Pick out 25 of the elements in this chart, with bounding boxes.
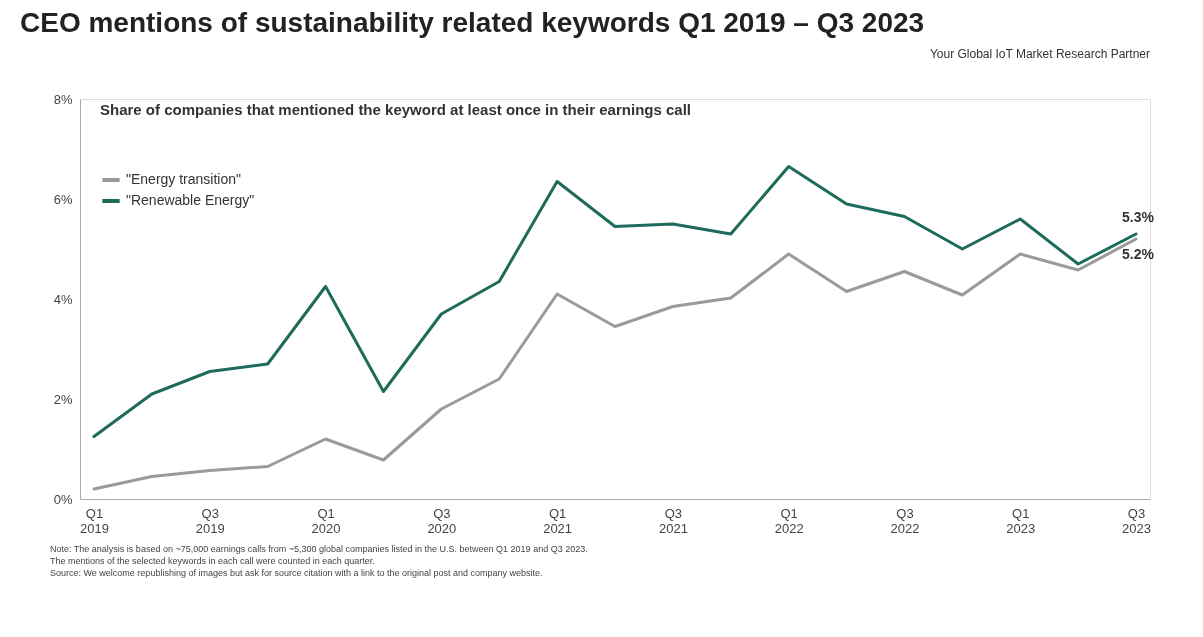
legend-label: "Energy transition" [126, 171, 242, 187]
data-label: 5.3% [1122, 209, 1155, 225]
x-tick-label: Q3 2022 [890, 505, 920, 536]
x-tick-label: Q3 2019 [195, 505, 225, 536]
legend-label: "Renewable Energy" [126, 192, 255, 208]
x-tick-label: Q1 2021 [543, 505, 573, 536]
x-tick-label: Q1 2023 [1006, 505, 1036, 536]
y-tick-label: 2% [53, 391, 73, 407]
y-tick-label: 0% [53, 491, 73, 507]
y-tick-label: 6% [53, 191, 73, 207]
x-tick-label: Q1 2022 [774, 505, 804, 536]
text: Your Global IoT Market Research Partner [929, 47, 1150, 61]
y-tick-label: 4% [53, 291, 73, 307]
chart-subtitle: Share of companies that mentioned the keyword at least once in their earnings call [100, 101, 691, 118]
text: Note: The analysis is based on ~75,000 earnings calls from ~5,300 global companies listed in the U.S. between Q1 2019 and Q3 2023. [50, 544, 588, 554]
data-label: 5.2% [1122, 246, 1155, 262]
x-tick-label: Q1 2020 [311, 505, 341, 536]
x-tick-label: Q3 2023 [1122, 505, 1151, 536]
source-note: Source: We welcome republishing of images but ask for source citation with a link to the original post and company website. [50, 568, 543, 578]
text: The mentions of the selected keywords in each call were counted in each quarter. [50, 556, 375, 566]
x-tick-label: Q3 2020 [427, 505, 457, 536]
x-tick-label: Q1 2019 [80, 505, 109, 536]
y-tick-label: 8% [53, 91, 73, 107]
x-tick-label: Q3 2021 [658, 505, 688, 536]
chart-title: CEO mentions of sustainability related keywords Q1 2019 – Q3 2023 [20, 7, 925, 38]
